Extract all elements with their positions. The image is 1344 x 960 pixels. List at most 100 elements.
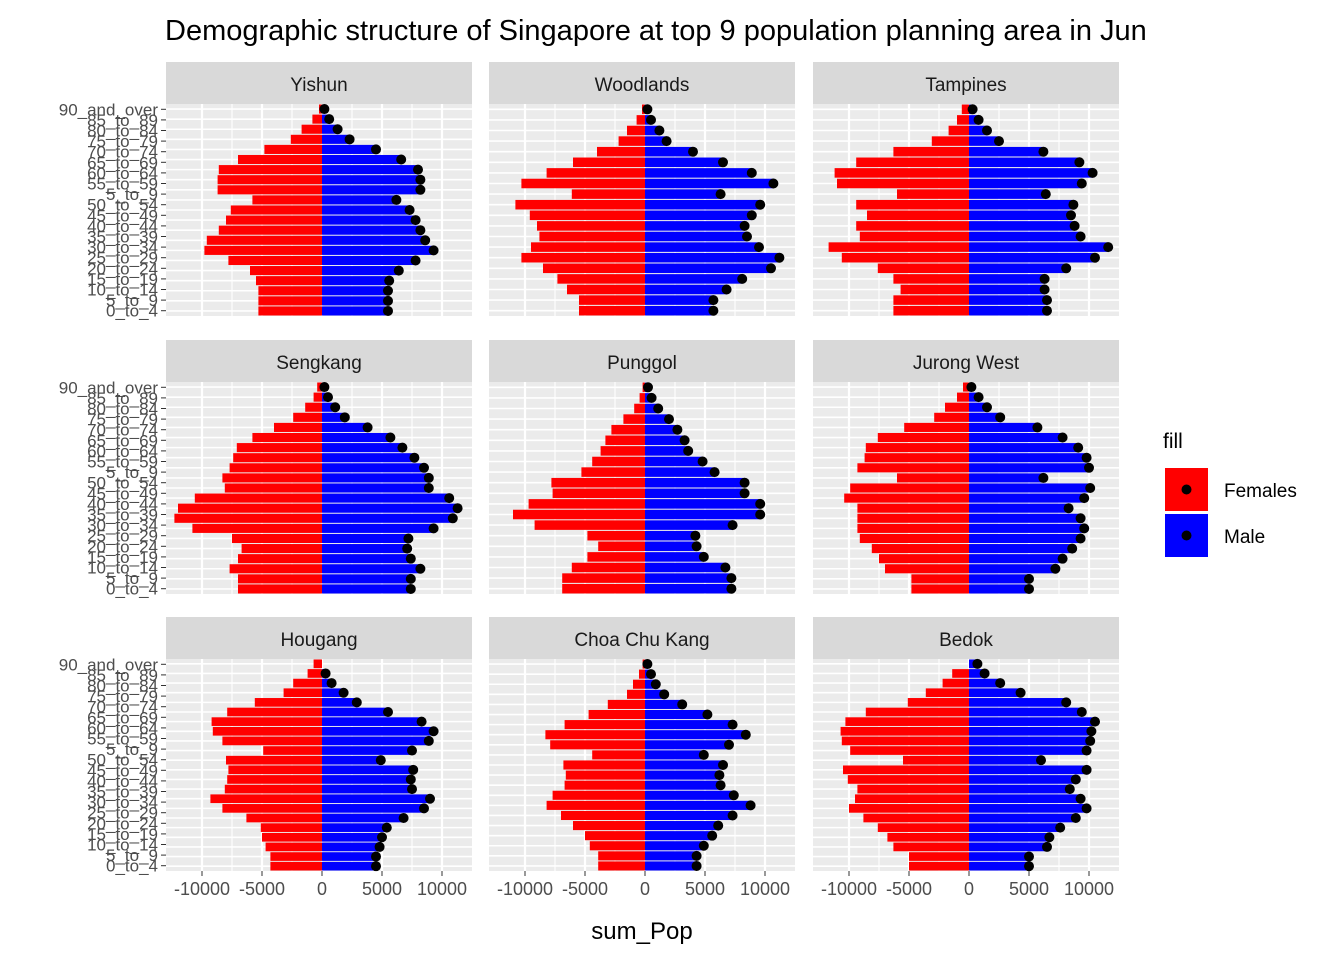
bar-females	[217, 175, 322, 185]
y-tick-label: 70_to_74	[87, 698, 158, 717]
bar-male	[322, 483, 429, 493]
point-male	[982, 402, 992, 413]
bar-females	[528, 499, 645, 509]
point-male	[377, 832, 387, 843]
bar-females	[849, 804, 969, 813]
point-male	[661, 136, 672, 147]
point-male	[726, 573, 737, 584]
y-tick-label: 30_to_34	[87, 516, 158, 535]
y-tick-label: 25_to_29	[87, 804, 158, 823]
bar-females	[911, 574, 969, 584]
bar-male	[969, 432, 1063, 443]
bar-male	[969, 765, 1087, 775]
point-male	[374, 841, 385, 852]
legend-key-point	[1181, 484, 1192, 495]
y-tick-label: 75_to_79	[87, 132, 158, 151]
bar-females	[521, 252, 645, 263]
facet-strip-label: Bedok	[939, 630, 993, 651]
facet-strip-label: Choa Chu Kang	[574, 630, 709, 651]
point-male	[428, 245, 439, 256]
bar-females	[229, 463, 322, 473]
bar-male	[322, 544, 408, 554]
panel-background	[489, 104, 795, 316]
bar-male	[645, 851, 697, 861]
bar-females	[222, 473, 322, 483]
bar-male	[322, 832, 382, 842]
bar-females	[863, 813, 969, 823]
bar-male	[645, 530, 696, 541]
bar-females	[859, 533, 969, 544]
bar-females	[581, 467, 645, 477]
bar-females	[222, 736, 322, 746]
bar-male	[645, 841, 704, 851]
bar-females	[551, 477, 645, 488]
point-male	[721, 284, 732, 295]
bar-male	[322, 463, 424, 473]
bar-male	[969, 533, 1081, 544]
facet-strip-label: Woodlands	[595, 75, 690, 96]
bar-male	[322, 533, 409, 544]
bar-females	[592, 456, 645, 467]
bar-male	[645, 720, 733, 730]
bar-male	[322, 225, 421, 235]
y-tick-label: 50_to_54	[87, 474, 158, 493]
bar-females	[639, 393, 645, 403]
point-male	[1032, 422, 1043, 433]
bar-male	[969, 422, 1038, 432]
y-tick-label: 0_to_4	[106, 580, 158, 599]
point-male	[1044, 832, 1055, 843]
bar-females	[226, 755, 322, 765]
bar-male	[969, 210, 1071, 221]
bar-females	[857, 463, 969, 473]
point-male	[691, 541, 702, 552]
bar-male	[645, 295, 714, 305]
point-male	[972, 658, 983, 669]
point-male	[995, 412, 1006, 423]
bar-male	[322, 422, 368, 432]
bar-male	[322, 861, 376, 871]
facet-strip-label: Tampines	[925, 75, 1006, 96]
panel-choa-chu-kang: Choa Chu Kang	[489, 617, 795, 871]
bar-females	[634, 403, 645, 414]
y-tick-label: 90_and_over	[59, 378, 159, 397]
bar-male	[322, 493, 450, 503]
facet-strip-label: Sengkang	[276, 353, 362, 374]
panel-tampines: Tampines	[813, 62, 1119, 316]
point-male	[1084, 462, 1094, 473]
bar-females	[623, 414, 645, 424]
bar-females	[529, 210, 645, 221]
bar-females	[218, 165, 322, 175]
point-male	[423, 472, 434, 483]
y-tick-label: 5_to_9	[106, 291, 158, 310]
bar-male	[322, 245, 434, 255]
point-male	[339, 412, 350, 423]
bar-females	[598, 851, 645, 861]
bar-male	[969, 755, 1041, 765]
point-male	[1086, 726, 1097, 737]
y-tick-label: 30_to_34	[87, 793, 158, 812]
point-male	[1090, 716, 1100, 727]
point-male	[768, 178, 779, 189]
bar-male	[322, 134, 350, 144]
point-male	[1069, 220, 1080, 231]
bar-females	[887, 832, 969, 842]
point-male	[1081, 803, 1092, 814]
point-male	[351, 697, 362, 708]
bar-females	[579, 305, 645, 316]
bar-females	[845, 717, 969, 726]
bar-male	[969, 513, 1081, 523]
point-male	[739, 488, 750, 499]
bar-females	[893, 274, 969, 284]
bar-male	[322, 503, 458, 513]
bar-male	[969, 669, 985, 678]
bar-females	[877, 823, 969, 832]
point-male	[320, 668, 331, 679]
bar-male	[969, 823, 1061, 832]
bar-male	[322, 154, 402, 165]
point-male	[708, 295, 719, 306]
bar-females	[562, 583, 645, 594]
legend-entry-females: Females	[1165, 468, 1297, 511]
bar-females	[211, 717, 322, 726]
bar-male	[969, 189, 1046, 199]
facet-strip	[489, 617, 795, 659]
